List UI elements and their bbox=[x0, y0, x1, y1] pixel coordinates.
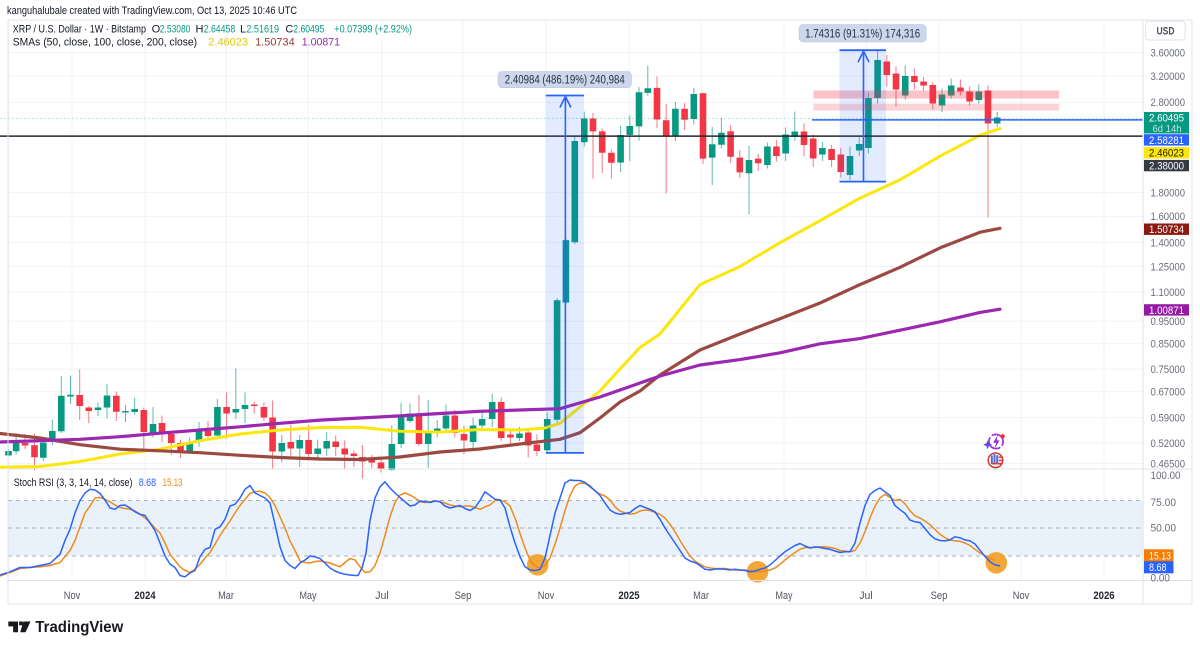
svg-text:1.10000: 1.10000 bbox=[1151, 287, 1186, 299]
svg-text:Sep: Sep bbox=[455, 590, 472, 602]
svg-text:Nov: Nov bbox=[64, 590, 81, 602]
svg-text:1.60000: 1.60000 bbox=[1151, 211, 1186, 223]
svg-text:1.00871: 1.00871 bbox=[1149, 305, 1184, 317]
svg-text:2.58281: 2.58281 bbox=[1149, 135, 1184, 147]
svg-text:100.00: 100.00 bbox=[1151, 470, 1181, 482]
svg-text:3.20000: 3.20000 bbox=[1151, 71, 1186, 83]
svg-text:Jul: Jul bbox=[859, 590, 873, 602]
svg-text:2024: 2024 bbox=[134, 590, 156, 602]
svg-text:2026: 2026 bbox=[1093, 590, 1114, 602]
svg-text:2.40984 (486.19%) 240,984: 2.40984 (486.19%) 240,984 bbox=[505, 75, 626, 87]
svg-text:USD: USD bbox=[1157, 26, 1175, 38]
svg-text:0.46500: 0.46500 bbox=[1151, 458, 1186, 470]
svg-text:2025: 2025 bbox=[618, 590, 639, 602]
svg-text:May: May bbox=[300, 590, 317, 602]
svg-text:Mar: Mar bbox=[218, 590, 234, 602]
svg-text:8.68: 8.68 bbox=[1149, 562, 1167, 574]
svg-text:15.13: 15.13 bbox=[1149, 550, 1171, 562]
svg-text:0.52000: 0.52000 bbox=[1151, 438, 1186, 450]
svg-text:Sep: Sep bbox=[931, 590, 948, 602]
svg-text:0.85000: 0.85000 bbox=[1151, 339, 1186, 351]
svg-text:1.50734: 1.50734 bbox=[1149, 224, 1184, 236]
svg-text:1.25000: 1.25000 bbox=[1151, 261, 1186, 273]
svg-text:0.75000: 0.75000 bbox=[1151, 364, 1186, 376]
svg-text:XRP / U.S. Dollar · 1W · Bitst: XRP / U.S. Dollar · 1W · Bitstamp O2.5308… bbox=[13, 24, 412, 36]
svg-text:Nov: Nov bbox=[1013, 590, 1030, 602]
svg-text:2.60495: 2.60495 bbox=[1149, 113, 1184, 125]
svg-text:3.60000: 3.60000 bbox=[1151, 47, 1186, 59]
svg-text:May: May bbox=[776, 590, 793, 602]
svg-text:kanguhalubale created with Tra: kanguhalubale created with TradingView.c… bbox=[7, 5, 297, 17]
svg-text:Stoch RSI (3, 3, 14, 14, close: Stoch RSI (3, 3, 14, 14, close) 8.68 15.13 bbox=[14, 477, 183, 489]
svg-text:75.00: 75.00 bbox=[1151, 497, 1177, 509]
svg-text:50.00: 50.00 bbox=[1151, 522, 1177, 534]
svg-text:1.74316 (91.31%) 174,316: 1.74316 (91.31%) 174,316 bbox=[805, 28, 920, 40]
svg-text:2.80000: 2.80000 bbox=[1151, 97, 1186, 109]
svg-text:TradingView: TradingView bbox=[35, 619, 123, 636]
svg-text:Jul: Jul bbox=[375, 590, 389, 602]
svg-text:0.59000: 0.59000 bbox=[1151, 412, 1186, 424]
svg-text:1.40000: 1.40000 bbox=[1151, 237, 1186, 249]
svg-text:SMAs (50, close, 100, close, 2: SMAs (50, close, 100, close, 200, close)… bbox=[13, 37, 340, 49]
svg-text:2.38000: 2.38000 bbox=[1149, 161, 1184, 173]
svg-text:2.46023: 2.46023 bbox=[1149, 148, 1184, 160]
svg-text:1.80000: 1.80000 bbox=[1151, 187, 1186, 199]
svg-text:Mar: Mar bbox=[693, 590, 709, 602]
svg-text:0.95000: 0.95000 bbox=[1151, 316, 1186, 328]
svg-text:0.00: 0.00 bbox=[1151, 572, 1171, 584]
svg-text:Nov: Nov bbox=[538, 590, 555, 602]
svg-text:0.67000: 0.67000 bbox=[1151, 387, 1186, 399]
svg-text:6d 14h: 6d 14h bbox=[1153, 123, 1182, 135]
